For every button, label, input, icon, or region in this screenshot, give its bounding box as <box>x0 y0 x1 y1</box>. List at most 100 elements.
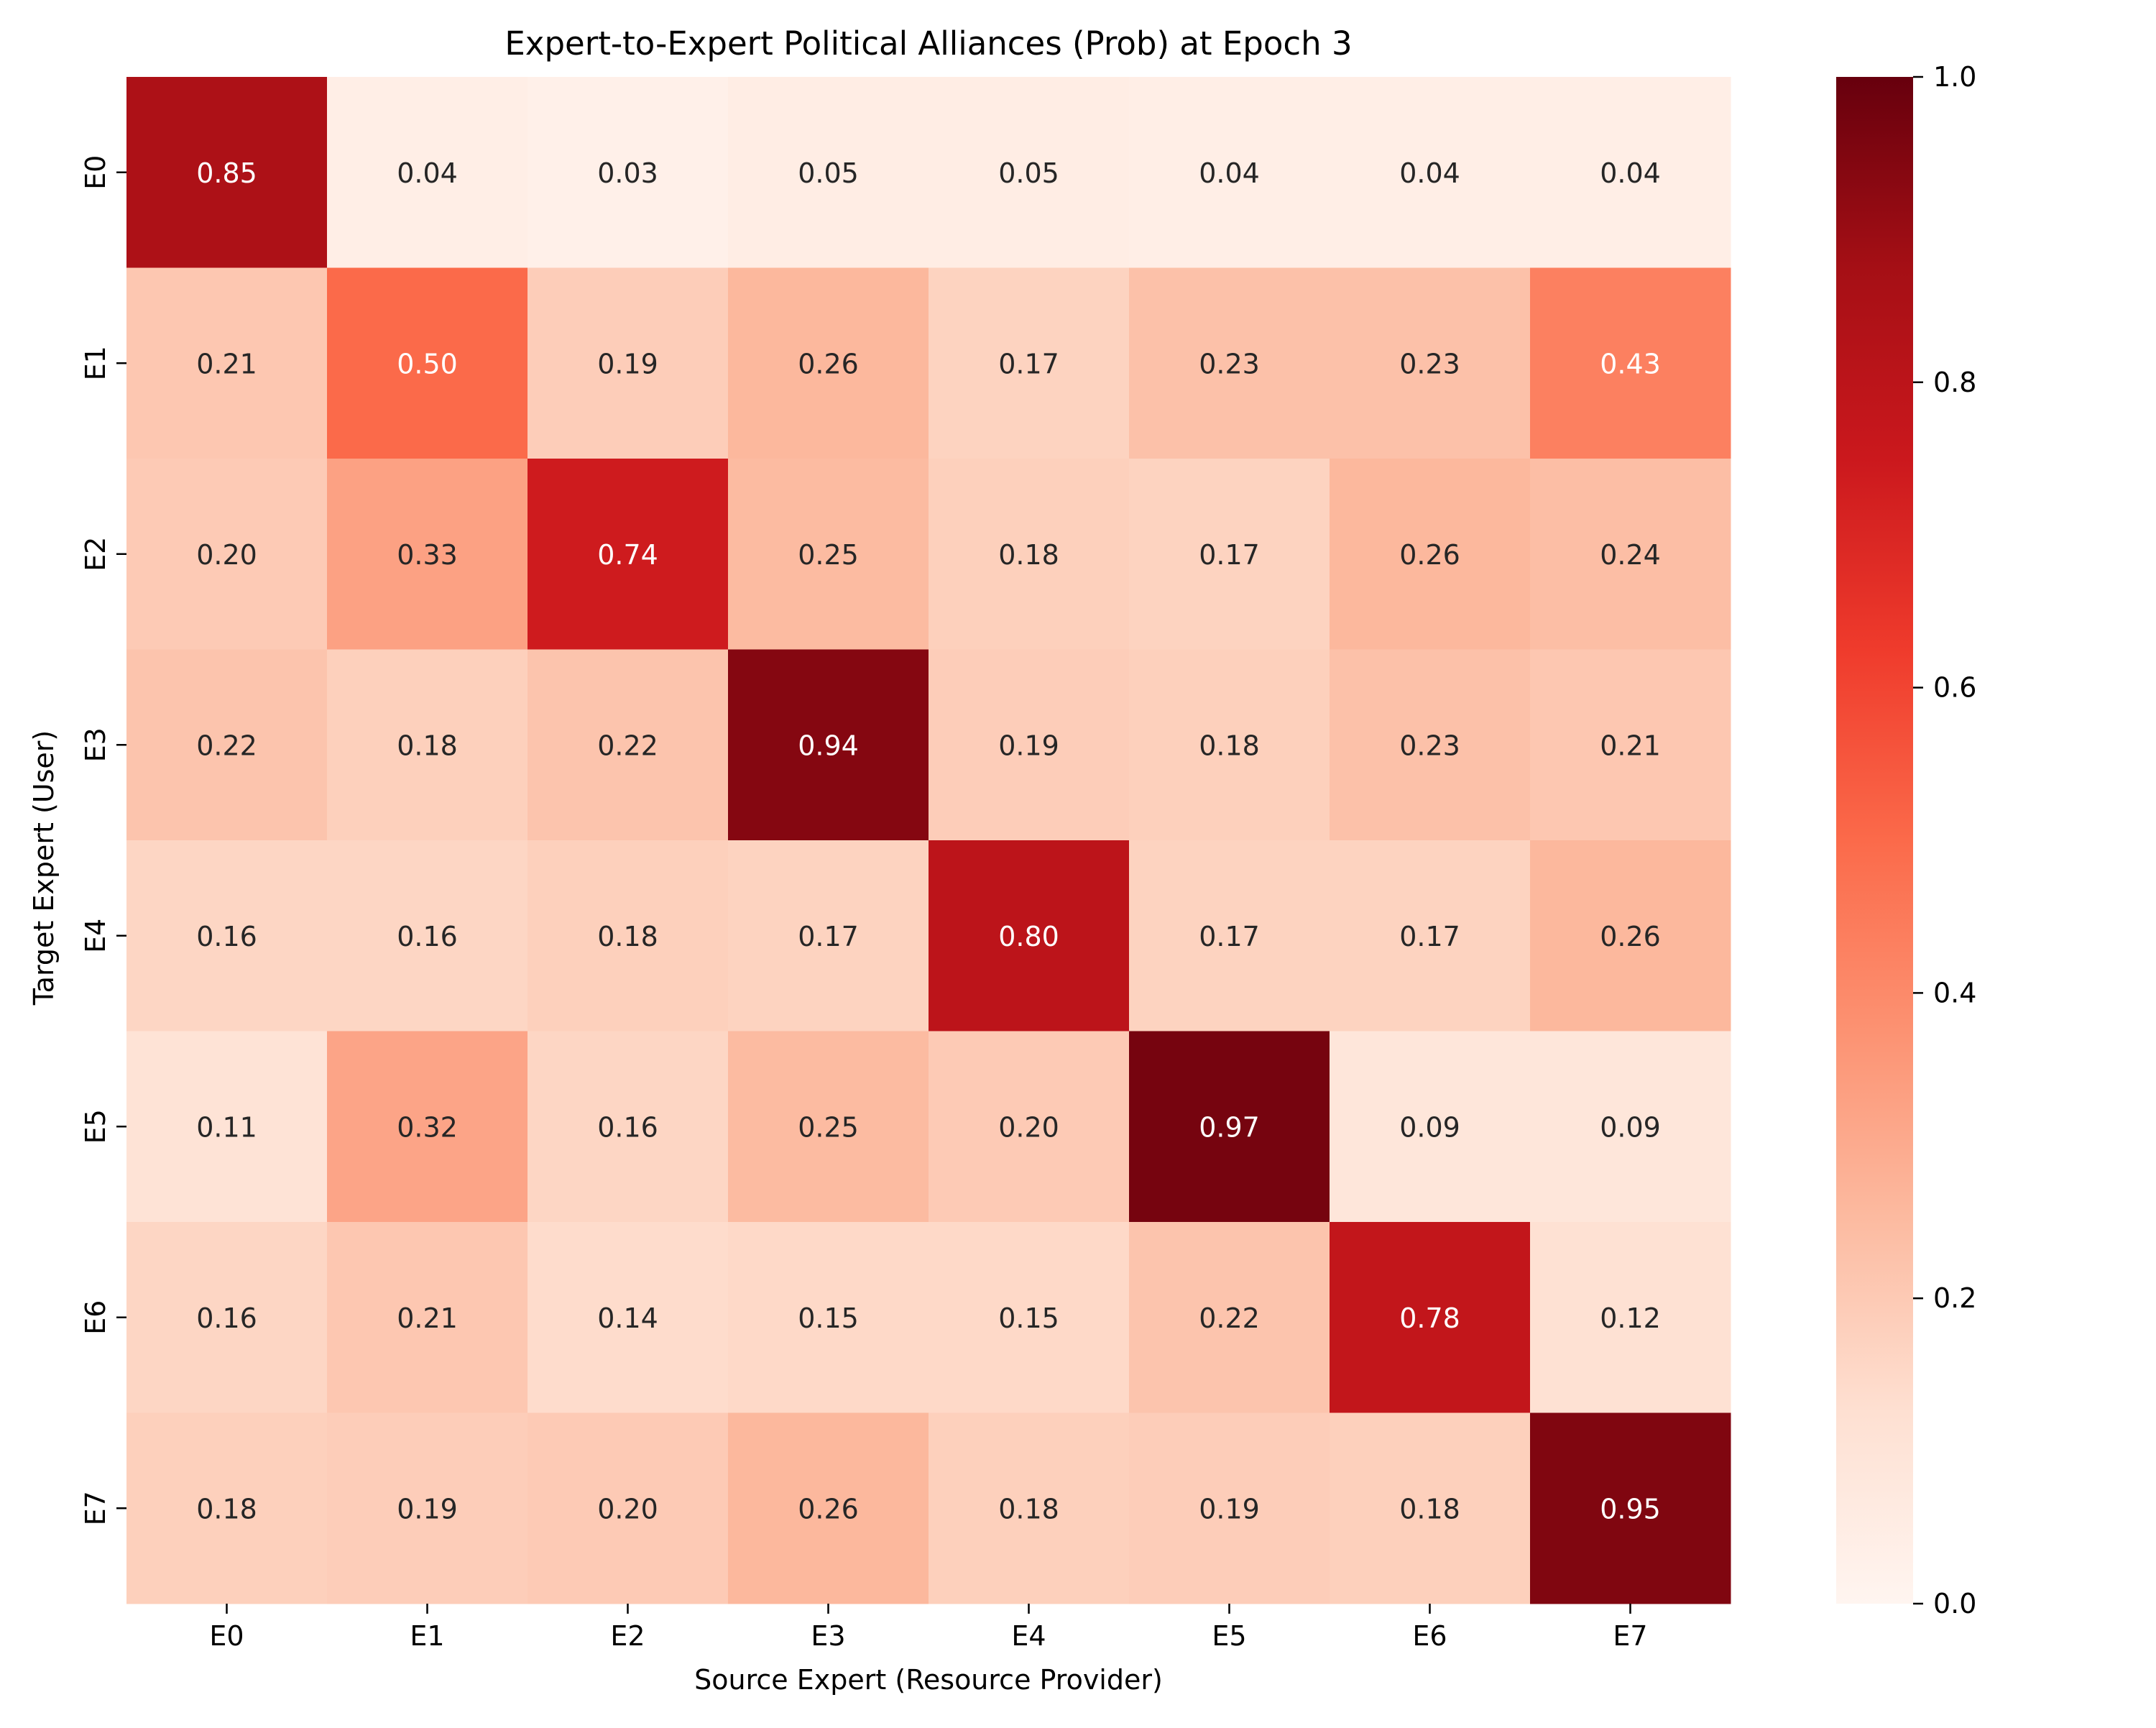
cell-value-label: 0.85 <box>196 157 257 189</box>
cell-value-label: 0.22 <box>597 730 658 761</box>
cell-value-label: 0.19 <box>397 1493 458 1525</box>
cell-value-label: 0.21 <box>1600 730 1661 761</box>
heatmap-cell-E2-E3 <box>728 459 929 650</box>
heatmap-cells <box>126 77 1731 1604</box>
cell-value-label: 0.21 <box>196 348 257 380</box>
heatmap-cell-E5-E2 <box>528 1031 729 1223</box>
heatmap-cell-E2-E6 <box>1330 459 1531 650</box>
cell-value-label: 0.25 <box>798 539 859 571</box>
x-tick-label: E0 <box>209 1620 244 1652</box>
cell-value-label: 0.97 <box>1199 1111 1260 1143</box>
heatmap-cell-E1-E7 <box>1530 267 1731 459</box>
cell-value-label: 0.16 <box>597 1111 658 1143</box>
y-tick-label: E6 <box>80 1300 111 1335</box>
cell-value-label: 0.17 <box>998 348 1059 380</box>
heatmap-cell-E6-E4 <box>929 1222 1130 1413</box>
cell-value-label: 0.33 <box>397 539 458 571</box>
cell-value-label: 0.24 <box>1600 539 1661 571</box>
heatmap-cell-E2-E2 <box>528 459 729 650</box>
cell-value-label: 0.09 <box>1399 1111 1460 1143</box>
heatmap-cell-E7-E1 <box>327 1412 528 1604</box>
cell-value-label: 0.18 <box>1199 730 1260 761</box>
cell-value-label: 0.05 <box>798 157 859 189</box>
heatmap-cell-E3-E7 <box>1530 649 1731 841</box>
x-tick-label: E5 <box>1212 1620 1246 1652</box>
cell-value-label: 0.18 <box>397 730 458 761</box>
heatmap-cell-E2-E5 <box>1129 459 1330 650</box>
y-tick-label: E7 <box>80 1491 111 1525</box>
colorbar-axis: 0.0 0.2 0.4 0.6 0.8 1.0 <box>1913 61 1976 1619</box>
cell-value-label: 0.94 <box>798 730 859 761</box>
heatmap-cell-E3-E6 <box>1330 649 1531 841</box>
cell-value-label: 0.26 <box>1399 539 1460 571</box>
colorbar-tick-label: 0.2 <box>1933 1282 1976 1314</box>
heatmap-cell-E0-E3 <box>728 77 929 268</box>
x-tick-label: E4 <box>1011 1620 1046 1652</box>
heatmap-cell-E5-E7 <box>1530 1031 1731 1223</box>
heatmap-cell-E4-E0 <box>126 840 328 1031</box>
cell-value-label: 0.74 <box>597 539 658 571</box>
cell-value-label: 0.18 <box>1399 1493 1460 1525</box>
cell-value-label: 0.15 <box>998 1302 1059 1334</box>
colorbar-tick-label: 0.0 <box>1933 1588 1976 1619</box>
x-axis: E0 E1 E2 E3 E4 E5 E6 E7 <box>209 1604 1648 1652</box>
cell-value-label: 0.95 <box>1600 1493 1661 1525</box>
x-tick-label: E7 <box>1613 1620 1647 1652</box>
heatmap-cell-E7-E2 <box>528 1412 729 1604</box>
y-tick-label: E2 <box>80 537 111 571</box>
cell-value-label: 0.15 <box>798 1302 859 1334</box>
cell-value-label: 0.19 <box>998 730 1059 761</box>
heatmap-cell-E7-E0 <box>126 1412 328 1604</box>
cell-value-label: 0.25 <box>798 1111 859 1143</box>
cell-value-label: 0.04 <box>1199 157 1260 189</box>
heatmap-cell-E6-E1 <box>327 1222 528 1413</box>
heatmap-cell-E5-E6 <box>1330 1031 1531 1223</box>
heatmap-cell-E1-E3 <box>728 267 929 459</box>
heatmap-cell-E5-E1 <box>327 1031 528 1223</box>
heatmap-cell-E3-E2 <box>528 649 729 841</box>
cell-value-label: 0.17 <box>798 921 859 952</box>
heatmap-cell-E2-E1 <box>327 459 528 650</box>
heatmap-cell-E6-E6 <box>1330 1222 1531 1413</box>
cell-value-label: 0.18 <box>597 921 658 952</box>
x-tick-label: E6 <box>1412 1620 1447 1652</box>
heatmap-cell-E4-E5 <box>1129 840 1330 1031</box>
heatmap-cell-E1-E5 <box>1129 267 1330 459</box>
cell-value-label: 0.20 <box>196 539 257 571</box>
heatmap-cell-E0-E0 <box>126 77 328 268</box>
heatmap-cell-E4-E4 <box>929 840 1130 1031</box>
y-axis: E0 E1 E2 E3 E4 E5 E6 E7 <box>80 155 126 1525</box>
heatmap-cell-E3-E1 <box>327 649 528 841</box>
heatmap-cell-E0-E5 <box>1129 77 1330 268</box>
cell-value-label: 0.11 <box>196 1111 257 1143</box>
heatmap-cell-E0-E6 <box>1330 77 1531 268</box>
heatmap-cell-E1-E1 <box>327 267 528 459</box>
heatmap-cell-E6-E5 <box>1129 1222 1330 1413</box>
cell-value-label: 0.50 <box>397 348 458 380</box>
cell-value-label: 0.18 <box>998 539 1059 571</box>
colorbar-tick-label: 1.0 <box>1933 61 1976 93</box>
heatmap-cell-E3-E5 <box>1129 649 1330 841</box>
cell-value-label: 0.23 <box>1199 348 1260 380</box>
cell-value-label: 0.12 <box>1600 1302 1661 1334</box>
heatmap-cell-E5-E3 <box>728 1031 929 1223</box>
colorbar <box>1836 77 1913 1604</box>
heatmap-cell-E3-E0 <box>126 649 328 841</box>
cell-value-label: 0.20 <box>998 1111 1059 1143</box>
heatmap-cell-E0-E2 <box>528 77 729 268</box>
x-tick-label: E2 <box>610 1620 645 1652</box>
heatmap-cell-E7-E7 <box>1530 1412 1731 1604</box>
cell-value-label: 0.04 <box>1600 157 1661 189</box>
heatmap-cell-E6-E3 <box>728 1222 929 1413</box>
cell-value-label: 0.22 <box>1199 1302 1260 1334</box>
colorbar-tick-label: 0.8 <box>1933 367 1976 398</box>
cell-value-label: 0.16 <box>196 921 257 952</box>
cell-value-label: 0.43 <box>1600 348 1661 380</box>
heatmap-cell-E4-E7 <box>1530 840 1731 1031</box>
heatmap-cell-E0-E4 <box>929 77 1130 268</box>
colorbar-tick-label: 0.6 <box>1933 672 1976 704</box>
cell-value-label: 0.78 <box>1399 1302 1460 1334</box>
cell-value-label: 0.17 <box>1199 921 1260 952</box>
heatmap-cell-E1-E6 <box>1330 267 1531 459</box>
